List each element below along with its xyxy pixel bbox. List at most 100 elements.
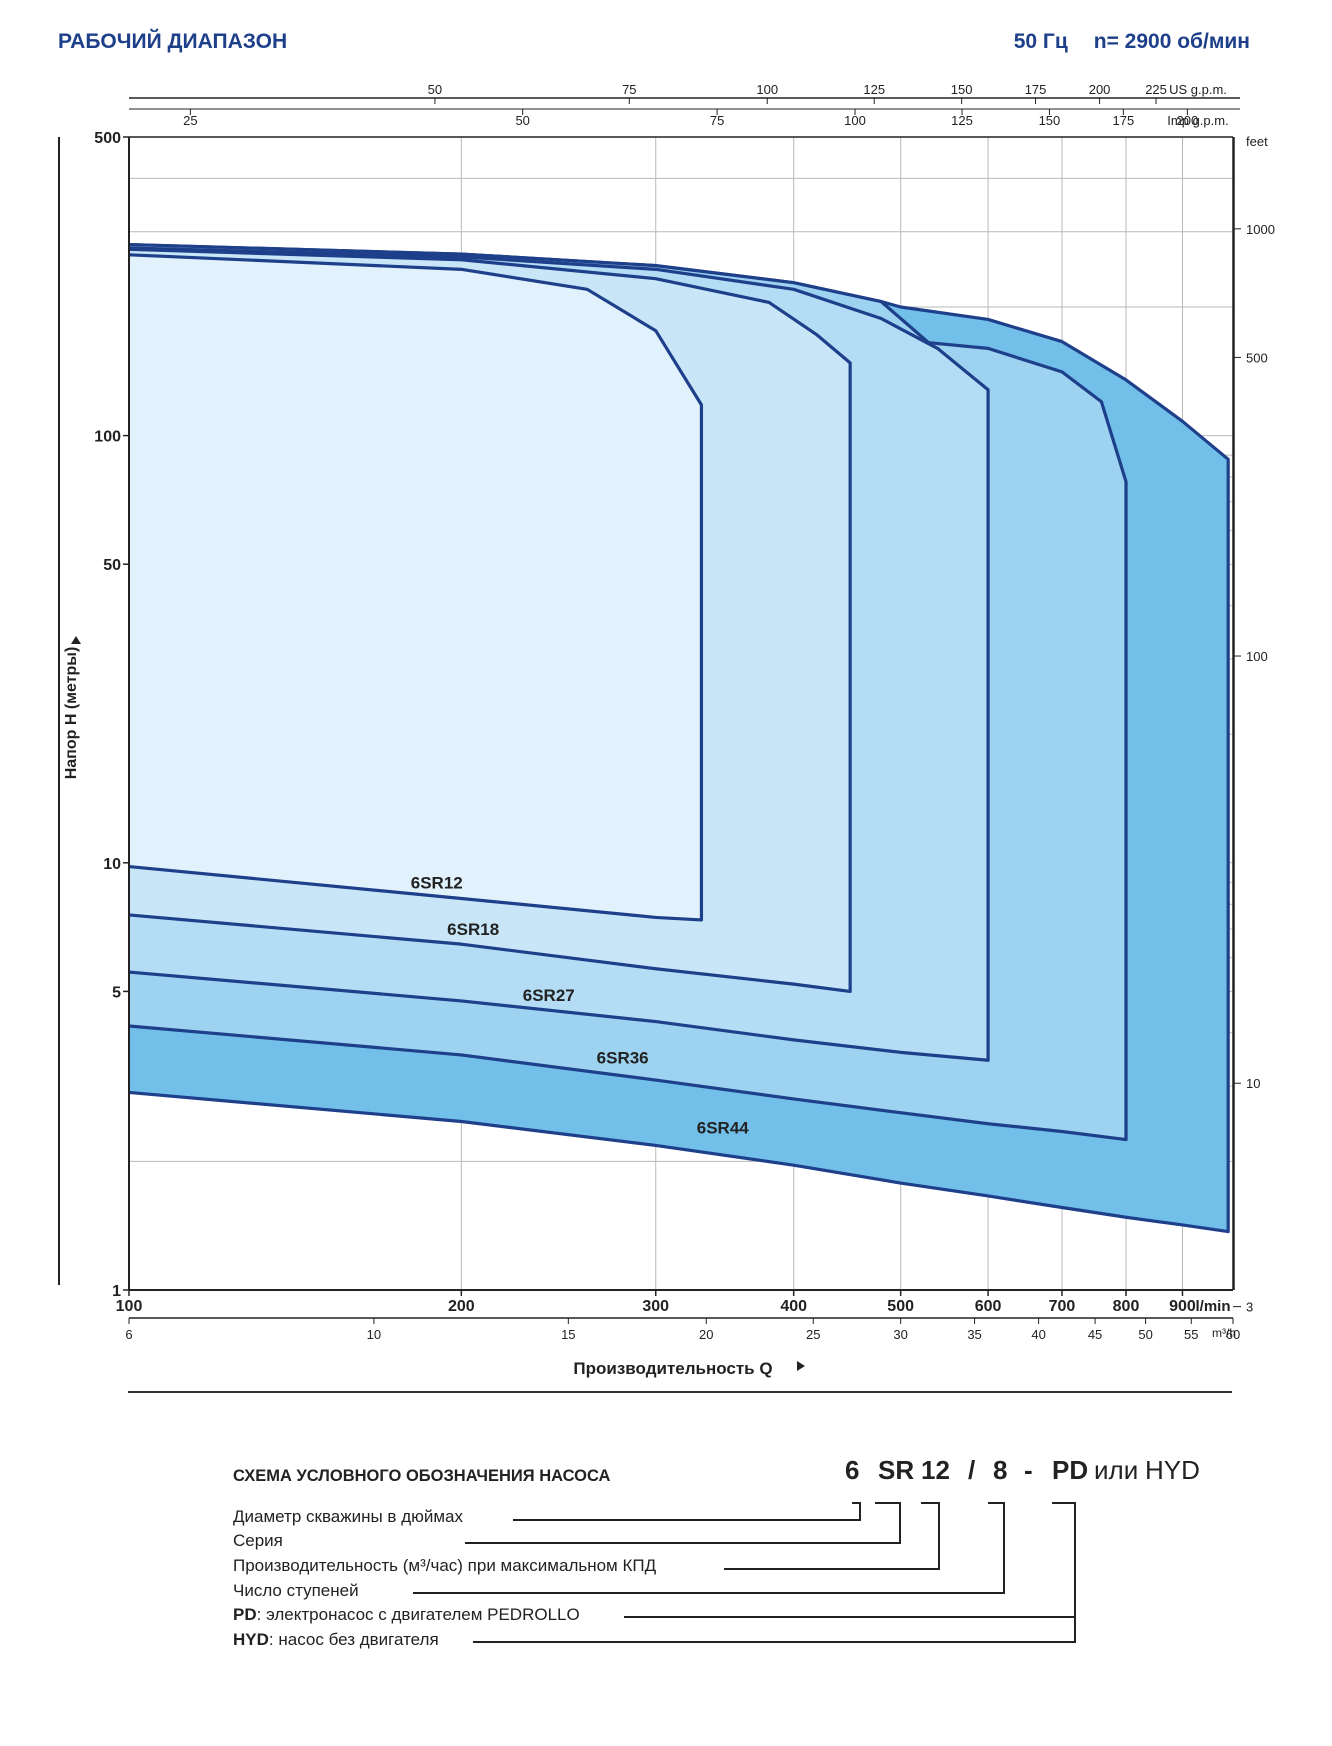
us-gpm-tick-label: 50 (428, 82, 442, 97)
imp-gpm-tick-label: 100 (844, 113, 866, 128)
imp-gpm-tick-label: 125 (951, 113, 973, 128)
scheme-item-capacity: Производительность (м³/час) при максимал… (233, 1556, 657, 1575)
y-axis-title: Напор H (метры) (63, 647, 80, 780)
x-tick-label: 100 (116, 1298, 143, 1315)
series-line-6sr36 (128, 242, 1128, 1142)
x-tick-label: 200 (448, 1298, 475, 1315)
feet-tick-label: 100 (1246, 649, 1268, 664)
scheme-item-hyd-text: : насос без двигателя (268, 1630, 439, 1649)
us-gpm-unit: US g.p.m. (1169, 82, 1227, 97)
y-tick-label: 10 (103, 856, 121, 873)
y-axis-arrow-icon (71, 636, 81, 644)
leader-stages (413, 1502, 1005, 1594)
x-tick-label: 700 (1049, 1298, 1076, 1315)
operating-range-chart: 6SR446SR366SR276SR186SR12151050100500Нап… (58, 82, 1275, 1378)
series-line-6sr18 (128, 247, 852, 993)
code-series: SR (878, 1455, 915, 1485)
series-label-6sr27: 6SR27 (523, 986, 575, 1005)
feet-tick-label: 10 (1246, 1076, 1260, 1091)
series-label-6sr36: 6SR36 (597, 1049, 649, 1068)
m3h-tick-label: 60 (1226, 1327, 1240, 1342)
us-gpm-tick-label: 225 (1145, 82, 1167, 97)
us-gpm-tick-label: 125 (863, 82, 885, 97)
leader-pd (624, 1502, 1076, 1618)
m3h-unit: m³/h (1212, 1326, 1236, 1340)
series-label-6sr12: 6SR12 (411, 873, 463, 892)
series-area-6sr12 (129, 254, 702, 920)
m3h-tick-label: 15 (561, 1327, 575, 1342)
m3h-tick-label: 40 (1031, 1327, 1045, 1342)
m3h-tick-label: 25 (806, 1327, 820, 1342)
y-tick-label: 50 (103, 557, 121, 574)
frequency-label: 50 Гц (1013, 30, 1068, 53)
imp-gpm-tick-label: 50 (515, 113, 529, 128)
y-tick-label: 100 (94, 429, 121, 446)
x-tick-label: 400 (780, 1298, 807, 1315)
us-gpm-tick-label: 100 (756, 82, 778, 97)
code-stages: 8 (993, 1455, 1008, 1485)
scheme-item-hyd: HYD: насос без двигателя (233, 1630, 439, 1650)
feet-tick-label: 500 (1246, 350, 1268, 365)
x-tick-label: 300 (642, 1298, 669, 1315)
scheme-item-pd-text: : электронасос с двигателем PEDROLLO (256, 1605, 580, 1624)
m3h-tick-label: 30 (893, 1327, 907, 1342)
scheme-item-pd-code: PD (233, 1605, 257, 1624)
leader-capacity (724, 1502, 940, 1570)
x-axis-arrow-icon (797, 1361, 805, 1371)
series-label-6sr44: 6SR44 (697, 1119, 750, 1138)
scheme-item-pd: PD: электронасос с двигателем PEDROLLO (233, 1605, 580, 1625)
m3h-tick-label: 35 (967, 1327, 981, 1342)
page-title: РАБОЧИЙ ДИАПАЗОН (58, 30, 288, 53)
imp-gpm-tick-label: 25 (183, 113, 197, 128)
x-axis-title: Производительность Q (573, 1359, 772, 1378)
designation-title: СХЕМА УСЛОВНОГО ОБОЗНАЧЕНИЯ НАСОСА (233, 1467, 611, 1485)
leader-diameter (513, 1502, 861, 1521)
code-slash: / (968, 1455, 976, 1485)
y-tick-label: 1 (112, 1283, 121, 1300)
code-capacity: 12 (921, 1455, 950, 1485)
feet-unit: feet (1246, 134, 1268, 149)
m3h-tick-label: 45 (1088, 1327, 1102, 1342)
leader-series (465, 1502, 901, 1544)
imp-gpm-tick-label: 200 (1177, 113, 1199, 128)
scheme-item-series: Серия (233, 1531, 283, 1550)
x-tick-label: 500 (887, 1298, 914, 1315)
us-gpm-tick-label: 200 (1089, 82, 1111, 97)
series-label-6sr18: 6SR18 (447, 920, 499, 939)
m3h-tick-label: 10 (367, 1327, 381, 1342)
m3h-tick-label: 50 (1138, 1327, 1152, 1342)
leader-hyd (473, 1617, 1076, 1643)
imp-gpm-tick-label: 175 (1112, 113, 1134, 128)
code-hyd: HYD (1145, 1455, 1200, 1485)
us-gpm-tick-label: 75 (622, 82, 636, 97)
m3h-tick-label: 55 (1184, 1327, 1198, 1342)
series-line-6sr12 (128, 253, 704, 922)
imp-gpm-tick-label: 150 (1039, 113, 1061, 128)
us-gpm-tick-label: 175 (1025, 82, 1047, 97)
code-pd: PD (1052, 1455, 1089, 1485)
m3h-tick-label: 6 (125, 1327, 132, 1342)
code-dash: - (1024, 1455, 1033, 1485)
imp-gpm-tick-label: 75 (710, 113, 724, 128)
scheme-item-hyd-code: HYD (233, 1630, 269, 1649)
series-line-6sr27 (128, 246, 990, 1062)
feet-tick-label: 3 (1246, 1300, 1253, 1315)
code-or: или (1094, 1455, 1139, 1485)
scheme-item-stages: Число ступеней (233, 1581, 359, 1600)
m3h-tick-label: 20 (699, 1327, 713, 1342)
chart-bottom-rule (128, 1391, 1232, 1393)
y-tick-label: 500 (94, 130, 121, 147)
code-diameter: 6 (845, 1455, 860, 1485)
x-tick-label: 900 (1169, 1298, 1196, 1315)
y-tick-label: 5 (112, 984, 121, 1001)
operating-conditions: 50 Гц n= 2900 об/мин (988, 30, 1250, 54)
us-gpm-tick-label: 150 (951, 82, 973, 97)
speed-label: n= 2900 об/мин (1093, 30, 1250, 53)
x-tick-label: 600 (975, 1298, 1002, 1315)
imp-gpm-unit: Imp g.p.m. (1167, 113, 1228, 128)
feet-tick-label: 1000 (1246, 222, 1275, 237)
scheme-item-diameter: Диаметр скважины в дюймах (233, 1507, 463, 1526)
x-unit-lmin: l/min (1195, 1298, 1230, 1315)
x-tick-label: 800 (1113, 1298, 1140, 1315)
